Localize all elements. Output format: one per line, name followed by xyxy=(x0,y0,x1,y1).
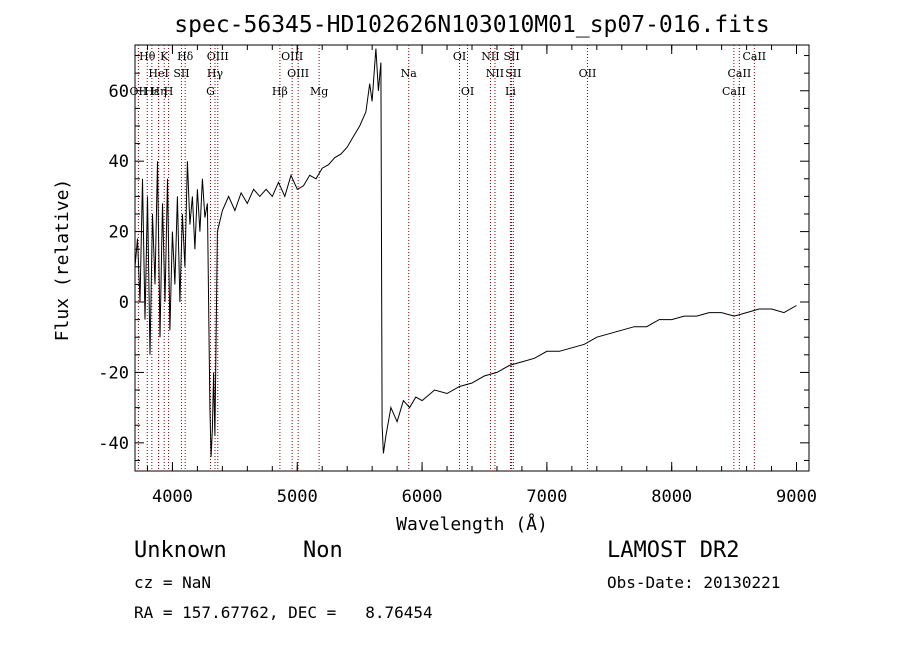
chart-title: spec-56345-HD102626N103010M01_sp07-016.f… xyxy=(174,12,769,38)
marker-label-5: OI xyxy=(453,50,466,63)
marker-label-19: Hε xyxy=(144,85,160,98)
marker-label-21: H xyxy=(164,85,174,98)
marker-label-27: CaII xyxy=(722,85,746,98)
sky-coordinates: RA = 157.67762, DEC = 8.76454 xyxy=(134,603,433,622)
spectrum-series xyxy=(134,48,797,457)
marker-label-6: NII xyxy=(481,50,499,63)
x-tick-label-2: 6000 xyxy=(402,487,443,507)
y-axis-label: Flux (relative) xyxy=(52,179,73,342)
marker-label-15: SII xyxy=(505,67,521,80)
marker-label-4: OIII xyxy=(281,50,303,63)
marker-label-25: OI xyxy=(461,85,474,98)
object-class: Unknown xyxy=(134,538,227,563)
y-tick-label-0: -40 xyxy=(98,434,129,454)
x-axis: 4000 5000 6000 7000 8000 9000 xyxy=(146,45,817,507)
redshift-cz: cz = NaN xyxy=(134,573,212,592)
marker-label-8: CaII xyxy=(742,50,766,63)
y-axis: -40 -20 0 20 40 60 xyxy=(98,55,809,461)
marker-label-23: Hβ xyxy=(272,85,288,98)
marker-label-26: Li xyxy=(505,85,516,98)
x-axis-label: Wavelength (Å) xyxy=(396,513,548,535)
marker-label-18: OII xyxy=(130,85,148,98)
marker-label-11: Hγ xyxy=(207,67,224,80)
marker-label-12: OIII xyxy=(287,67,309,80)
y-tick-label-4: 40 xyxy=(109,152,129,172)
y-tick-label-1: -20 xyxy=(98,363,129,383)
x-tick-label-1: 5000 xyxy=(277,487,318,507)
survey-name: LAMOST DR2 xyxy=(607,538,740,563)
plot-frame xyxy=(134,44,810,472)
marker-label-17: CaII xyxy=(728,67,752,80)
x-tick-label-3: 7000 xyxy=(526,487,567,507)
observation-date: Obs-Date: 20130221 xyxy=(607,573,781,592)
x-tick-label-5: 9000 xyxy=(776,487,817,507)
spectrum-line-0 xyxy=(134,48,797,457)
y-tick-label-5: 60 xyxy=(109,82,129,102)
object-subclass: Non xyxy=(303,538,343,563)
y-tick-label-3: 20 xyxy=(109,223,129,243)
marker-label-1: K xyxy=(160,50,169,63)
marker-label-7: SII xyxy=(503,50,519,63)
marker-label-0: Hθ xyxy=(139,50,156,63)
marker-label-24: Mg xyxy=(310,85,328,98)
marker-label-9: HeI xyxy=(148,67,168,80)
marker-label-14: NII xyxy=(486,67,504,80)
marker-label-20: Hη xyxy=(150,85,166,98)
marker-label-16: OII xyxy=(579,67,597,80)
marker-label-2: Hδ xyxy=(177,50,194,63)
x-tick-label-0: 4000 xyxy=(152,487,193,507)
marker-label-22: G xyxy=(206,85,215,98)
marker-label-13: Na xyxy=(401,67,418,80)
y-tick-label-2: 0 xyxy=(119,293,129,313)
marker-label-10: SII xyxy=(173,67,189,80)
x-tick-label-4: 8000 xyxy=(651,487,692,507)
marker-label-3: OIII xyxy=(207,50,229,63)
